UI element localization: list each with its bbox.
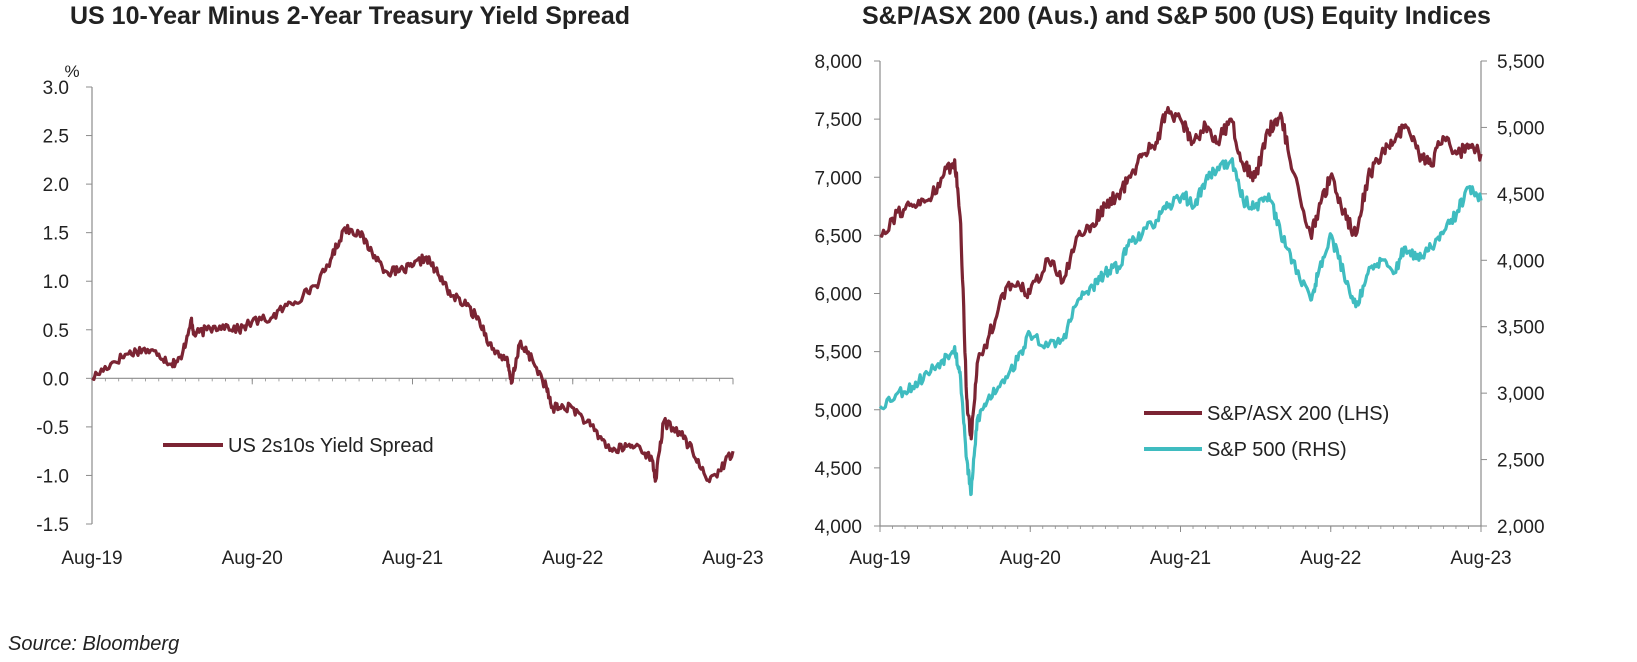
x-tick-label: Aug-21 [1150, 548, 1211, 569]
y-left-tick-label: 7,500 [814, 110, 862, 131]
x-tick-label: Aug-20 [1000, 548, 1061, 569]
y-left-tick-label: 5,500 [814, 343, 862, 364]
y-tick-label: -1.0 [36, 466, 69, 487]
y-left-tick-label: 6,000 [814, 285, 862, 306]
y-right-tick-label: 2,500 [1497, 451, 1545, 472]
chart-title-equity-indices: S&P/ASX 200 (Aus.) and S&P 500 (US) Equi… [862, 2, 1491, 30]
y-left-tick-label: 6,500 [814, 226, 862, 247]
y-tick-label: 0.5 [43, 321, 69, 342]
legend-label-yield-spread: US 2s10s Yield Spread [228, 435, 434, 457]
y-left-tick-label: 4,500 [814, 459, 862, 480]
x-tick-label: Aug-22 [1300, 548, 1361, 569]
series-line-asx200 [879, 105, 1483, 441]
y-tick-label: 0.0 [43, 369, 69, 390]
x-tick-label: Aug-21 [382, 548, 443, 569]
series-line-yield-spread [91, 223, 735, 484]
y-right-tick-label: 3,500 [1497, 318, 1545, 339]
x-tick-label: Aug-20 [222, 548, 283, 569]
y-right-tick-label: 5,000 [1497, 118, 1545, 139]
chart-title-yield-spread: US 10-Year Minus 2-Year Treasury Yield S… [70, 2, 630, 30]
y-tick-label: -0.5 [36, 418, 69, 439]
y-left-tick-label: 5,000 [814, 401, 862, 422]
y-unit-label: % [64, 62, 79, 81]
series-line-sp500 [878, 157, 1483, 497]
y-right-tick-label: 2,000 [1497, 517, 1545, 538]
x-tick-label: Aug-23 [1450, 548, 1511, 569]
y-tick-label: 2.0 [43, 175, 69, 196]
y-left-tick-label: 8,000 [814, 52, 862, 73]
source-note: Source: Bloomberg [8, 633, 180, 655]
x-tick-label: Aug-19 [61, 548, 122, 569]
x-tick-label: Aug-22 [542, 548, 603, 569]
x-tick-label: Aug-19 [849, 548, 910, 569]
y-tick-label: 2.5 [43, 127, 69, 148]
y-tick-label: 1.5 [43, 224, 69, 245]
y-left-tick-label: 4,000 [814, 517, 862, 538]
y-right-tick-label: 5,500 [1497, 52, 1545, 73]
y-tick-label: 1.0 [43, 272, 69, 293]
x-tick-label: Aug-23 [702, 548, 763, 569]
y-right-tick-label: 4,000 [1497, 251, 1545, 272]
y-right-tick-label: 3,000 [1497, 384, 1545, 405]
y-tick-label: 3.0 [43, 78, 69, 99]
y-left-tick-label: 7,000 [814, 168, 862, 189]
y-right-tick-label: 4,500 [1497, 185, 1545, 206]
y-tick-label: -1.5 [36, 515, 69, 536]
legend-label-sp500: S&P 500 (RHS) [1207, 439, 1347, 461]
legend-label-asx200: S&P/ASX 200 (LHS) [1207, 403, 1389, 425]
